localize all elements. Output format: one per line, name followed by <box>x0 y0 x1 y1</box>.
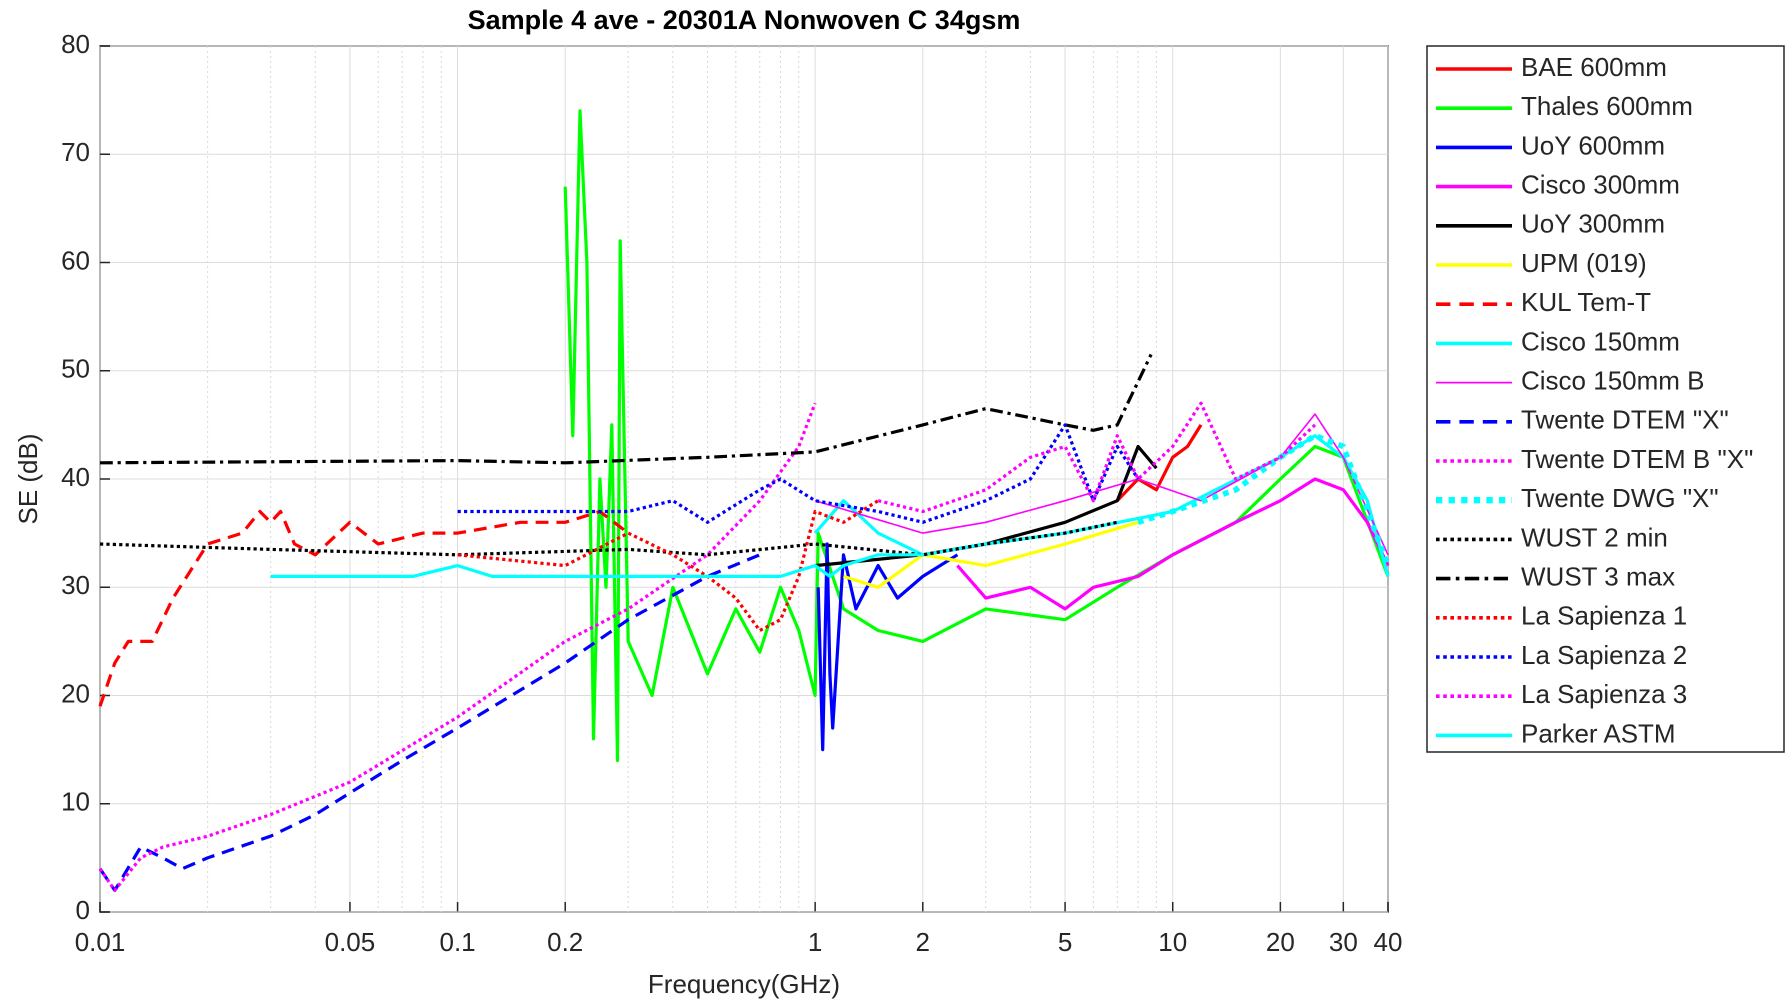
y-tick-label: 10 <box>61 787 90 817</box>
series-line <box>99 520 1118 557</box>
x-tick-label: 20 <box>1266 927 1295 957</box>
series-line <box>98 553 761 892</box>
legend-label: Twente DTEM B "X" <box>1521 444 1753 474</box>
x-tick-label: 0.05 <box>325 927 376 957</box>
x-tick-label: 1 <box>808 927 822 957</box>
legend-label: KUL Tem-T <box>1521 287 1651 317</box>
x-tick-label: 5 <box>1058 927 1072 957</box>
y-tick-label: 0 <box>76 895 90 925</box>
series-line <box>99 353 1153 465</box>
series-line <box>816 542 959 752</box>
legend-label: WUST 2 min <box>1521 522 1668 552</box>
y-tick-label: 30 <box>61 570 90 600</box>
chart-title: Sample 4 ave - 20301A Nonwoven C 34gsm <box>468 5 1021 35</box>
y-tick-label: 40 <box>61 462 90 492</box>
series-line <box>843 520 1139 589</box>
x-axis-label: Frequency(GHz) <box>648 969 840 999</box>
series <box>98 109 1391 892</box>
y-tick-label: 60 <box>61 245 90 275</box>
legend-label: Cisco 300mm <box>1521 169 1680 199</box>
legend <box>1426 45 1785 753</box>
series-line <box>457 423 1140 524</box>
x-tick-label: 30 <box>1329 927 1358 957</box>
legend-label: Thales 600mm <box>1521 91 1693 121</box>
x-tick-label: 10 <box>1158 927 1187 957</box>
series-line <box>457 499 879 633</box>
x-tick-label: 0.01 <box>75 927 126 957</box>
legend-label: BAE 600mm <box>1521 52 1667 82</box>
legend-label: Parker ASTM <box>1521 718 1676 748</box>
grid <box>99 45 1389 913</box>
legend-label: Cisco 150mm B <box>1521 365 1705 395</box>
legend-label: Twente DTEM "X" <box>1521 405 1729 435</box>
x-tick-label: 0.1 <box>439 927 475 957</box>
series-line <box>956 477 1390 611</box>
legend-label: Twente DWG "X" <box>1521 483 1719 513</box>
series-line <box>814 413 1389 556</box>
series-line <box>270 553 923 578</box>
y-axis-label: SE (dB) <box>13 433 43 524</box>
series-line <box>98 509 630 707</box>
y-tick-label: 70 <box>61 137 90 167</box>
series-line <box>98 402 817 892</box>
y-tick-label: 80 <box>61 29 90 59</box>
legend-label: La Sapienza 3 <box>1521 679 1687 709</box>
x-tick-label: 2 <box>916 927 930 957</box>
legend-label: La Sapienza 1 <box>1521 601 1687 631</box>
legend-label: UPM (019) <box>1521 248 1647 278</box>
legend-label: UoY 300mm <box>1521 209 1665 239</box>
x-tick-label: 40 <box>1374 927 1403 957</box>
y-tick-label: 50 <box>61 354 90 384</box>
series-line <box>1116 424 1203 502</box>
series-line <box>877 401 1317 514</box>
y-tick-label: 20 <box>61 678 90 708</box>
x-tick-label: 0.2 <box>547 927 583 957</box>
legend-label: UoY 600mm <box>1521 130 1665 160</box>
legend-label: Cisco 150mm <box>1521 326 1680 356</box>
legend-label: La Sapienza 2 <box>1521 640 1687 670</box>
legend-label: WUST 3 max <box>1521 561 1675 591</box>
